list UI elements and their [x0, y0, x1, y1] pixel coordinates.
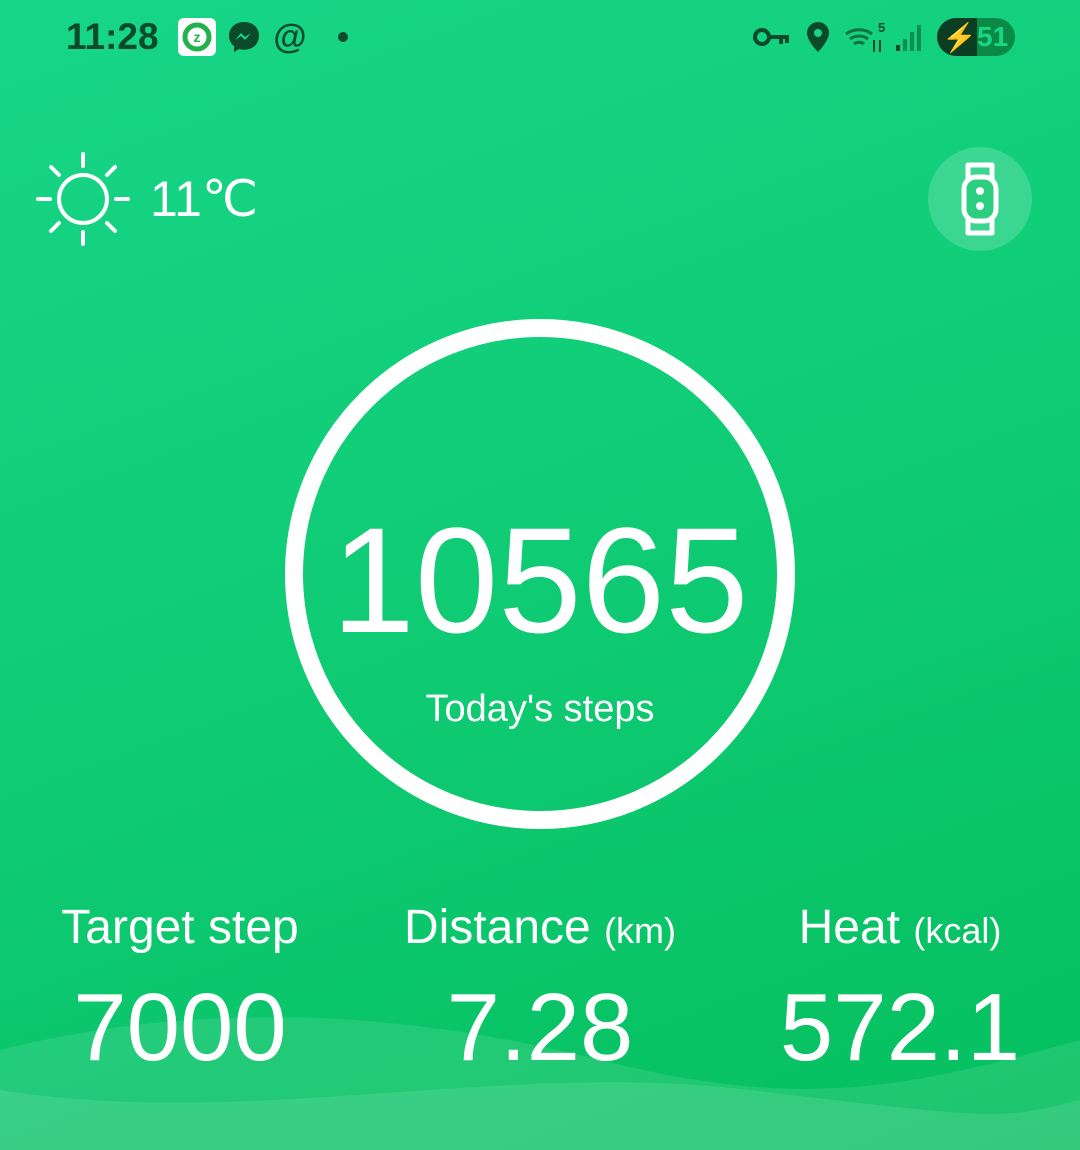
notification-dot: [336, 18, 350, 56]
decorative-waves: [0, 1017, 1080, 1150]
signal-icon: [892, 18, 926, 56]
stat-label: Distance: [403, 901, 591, 954]
location-icon: [804, 18, 832, 56]
stat-value: 7000: [73, 974, 287, 1081]
vpn-key-icon: [752, 18, 792, 56]
stat-value: 7.28: [446, 974, 634, 1081]
battery-charging-icon: ⚡ 51: [937, 18, 1015, 56]
smart-band-icon: [961, 162, 999, 236]
stat-label: Heat: [798, 901, 901, 954]
threads-icon: @: [273, 17, 307, 56]
stat-distance: Distance (km) 7.28: [380, 900, 700, 1083]
stat-heat: Heat (kcal) 572.1: [770, 900, 1030, 1083]
temperature: 11℃: [150, 171, 259, 227]
steps-label: Today's steps: [425, 688, 655, 730]
wifi-icon: 5: [844, 18, 888, 56]
network-badge: 5: [878, 20, 885, 35]
weather-widget[interactable]: 11℃: [34, 150, 258, 248]
stat-value: 572.1: [779, 974, 1021, 1081]
status-bar: 11:28 z @ 5 ⚡ 51: [0, 0, 1080, 75]
stat-target-step: Target step 7000: [40, 900, 320, 1083]
stat-unit: (kcal): [913, 910, 1002, 951]
clock: 11:28: [66, 16, 159, 57]
stat-label: Target step: [61, 901, 299, 954]
zepp-app-icon: z: [178, 18, 216, 56]
steps-count: 10565: [331, 496, 749, 664]
svg-text:z: z: [194, 29, 201, 45]
battery-level: 51: [977, 18, 1015, 56]
sun-icon: [36, 152, 130, 246]
messenger-icon: [226, 18, 262, 56]
stat-unit: (km): [604, 910, 677, 951]
device-button[interactable]: [928, 147, 1032, 251]
